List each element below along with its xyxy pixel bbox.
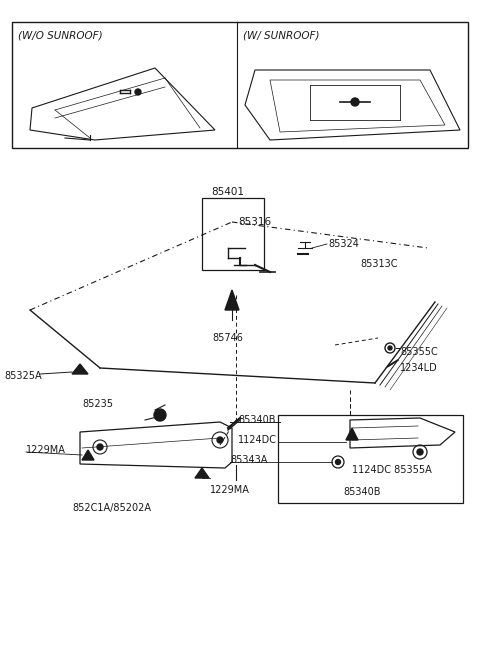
Text: 1229MA: 1229MA bbox=[26, 445, 66, 455]
Bar bbox=[12, 22, 468, 148]
Circle shape bbox=[135, 89, 141, 95]
Polygon shape bbox=[195, 468, 209, 478]
Circle shape bbox=[336, 459, 340, 464]
Text: (W/ SUNROOF): (W/ SUNROOF) bbox=[243, 30, 320, 40]
Bar bbox=[202, 198, 264, 270]
Text: 85325A: 85325A bbox=[4, 371, 42, 381]
Text: 85235: 85235 bbox=[82, 399, 113, 409]
Polygon shape bbox=[72, 364, 88, 374]
Text: 85355C: 85355C bbox=[400, 347, 438, 357]
Circle shape bbox=[154, 409, 166, 421]
Circle shape bbox=[217, 437, 223, 443]
Text: 1124DC: 1124DC bbox=[238, 435, 277, 445]
Text: 85340B: 85340B bbox=[238, 415, 276, 425]
Text: 85316: 85316 bbox=[239, 217, 272, 227]
Text: 85313C: 85313C bbox=[360, 259, 397, 269]
Polygon shape bbox=[82, 450, 94, 460]
Text: 1124DC 85355A: 1124DC 85355A bbox=[352, 465, 432, 475]
Circle shape bbox=[97, 444, 103, 450]
Text: (W/O SUNROOF): (W/O SUNROOF) bbox=[18, 30, 103, 40]
Text: 85401: 85401 bbox=[212, 187, 244, 197]
Circle shape bbox=[388, 346, 392, 350]
Text: 852C1A/85202A: 852C1A/85202A bbox=[72, 503, 152, 513]
Polygon shape bbox=[346, 428, 358, 440]
Bar bbox=[278, 415, 463, 503]
Text: 85324: 85324 bbox=[328, 239, 359, 249]
Text: 85343A: 85343A bbox=[230, 455, 267, 465]
Text: 85340B: 85340B bbox=[343, 487, 381, 497]
Polygon shape bbox=[225, 290, 239, 310]
Circle shape bbox=[417, 449, 423, 455]
Text: 1234LD: 1234LD bbox=[400, 363, 438, 373]
Circle shape bbox=[351, 98, 359, 106]
Text: 85746: 85746 bbox=[213, 333, 243, 343]
Text: 1229MA: 1229MA bbox=[210, 485, 250, 495]
